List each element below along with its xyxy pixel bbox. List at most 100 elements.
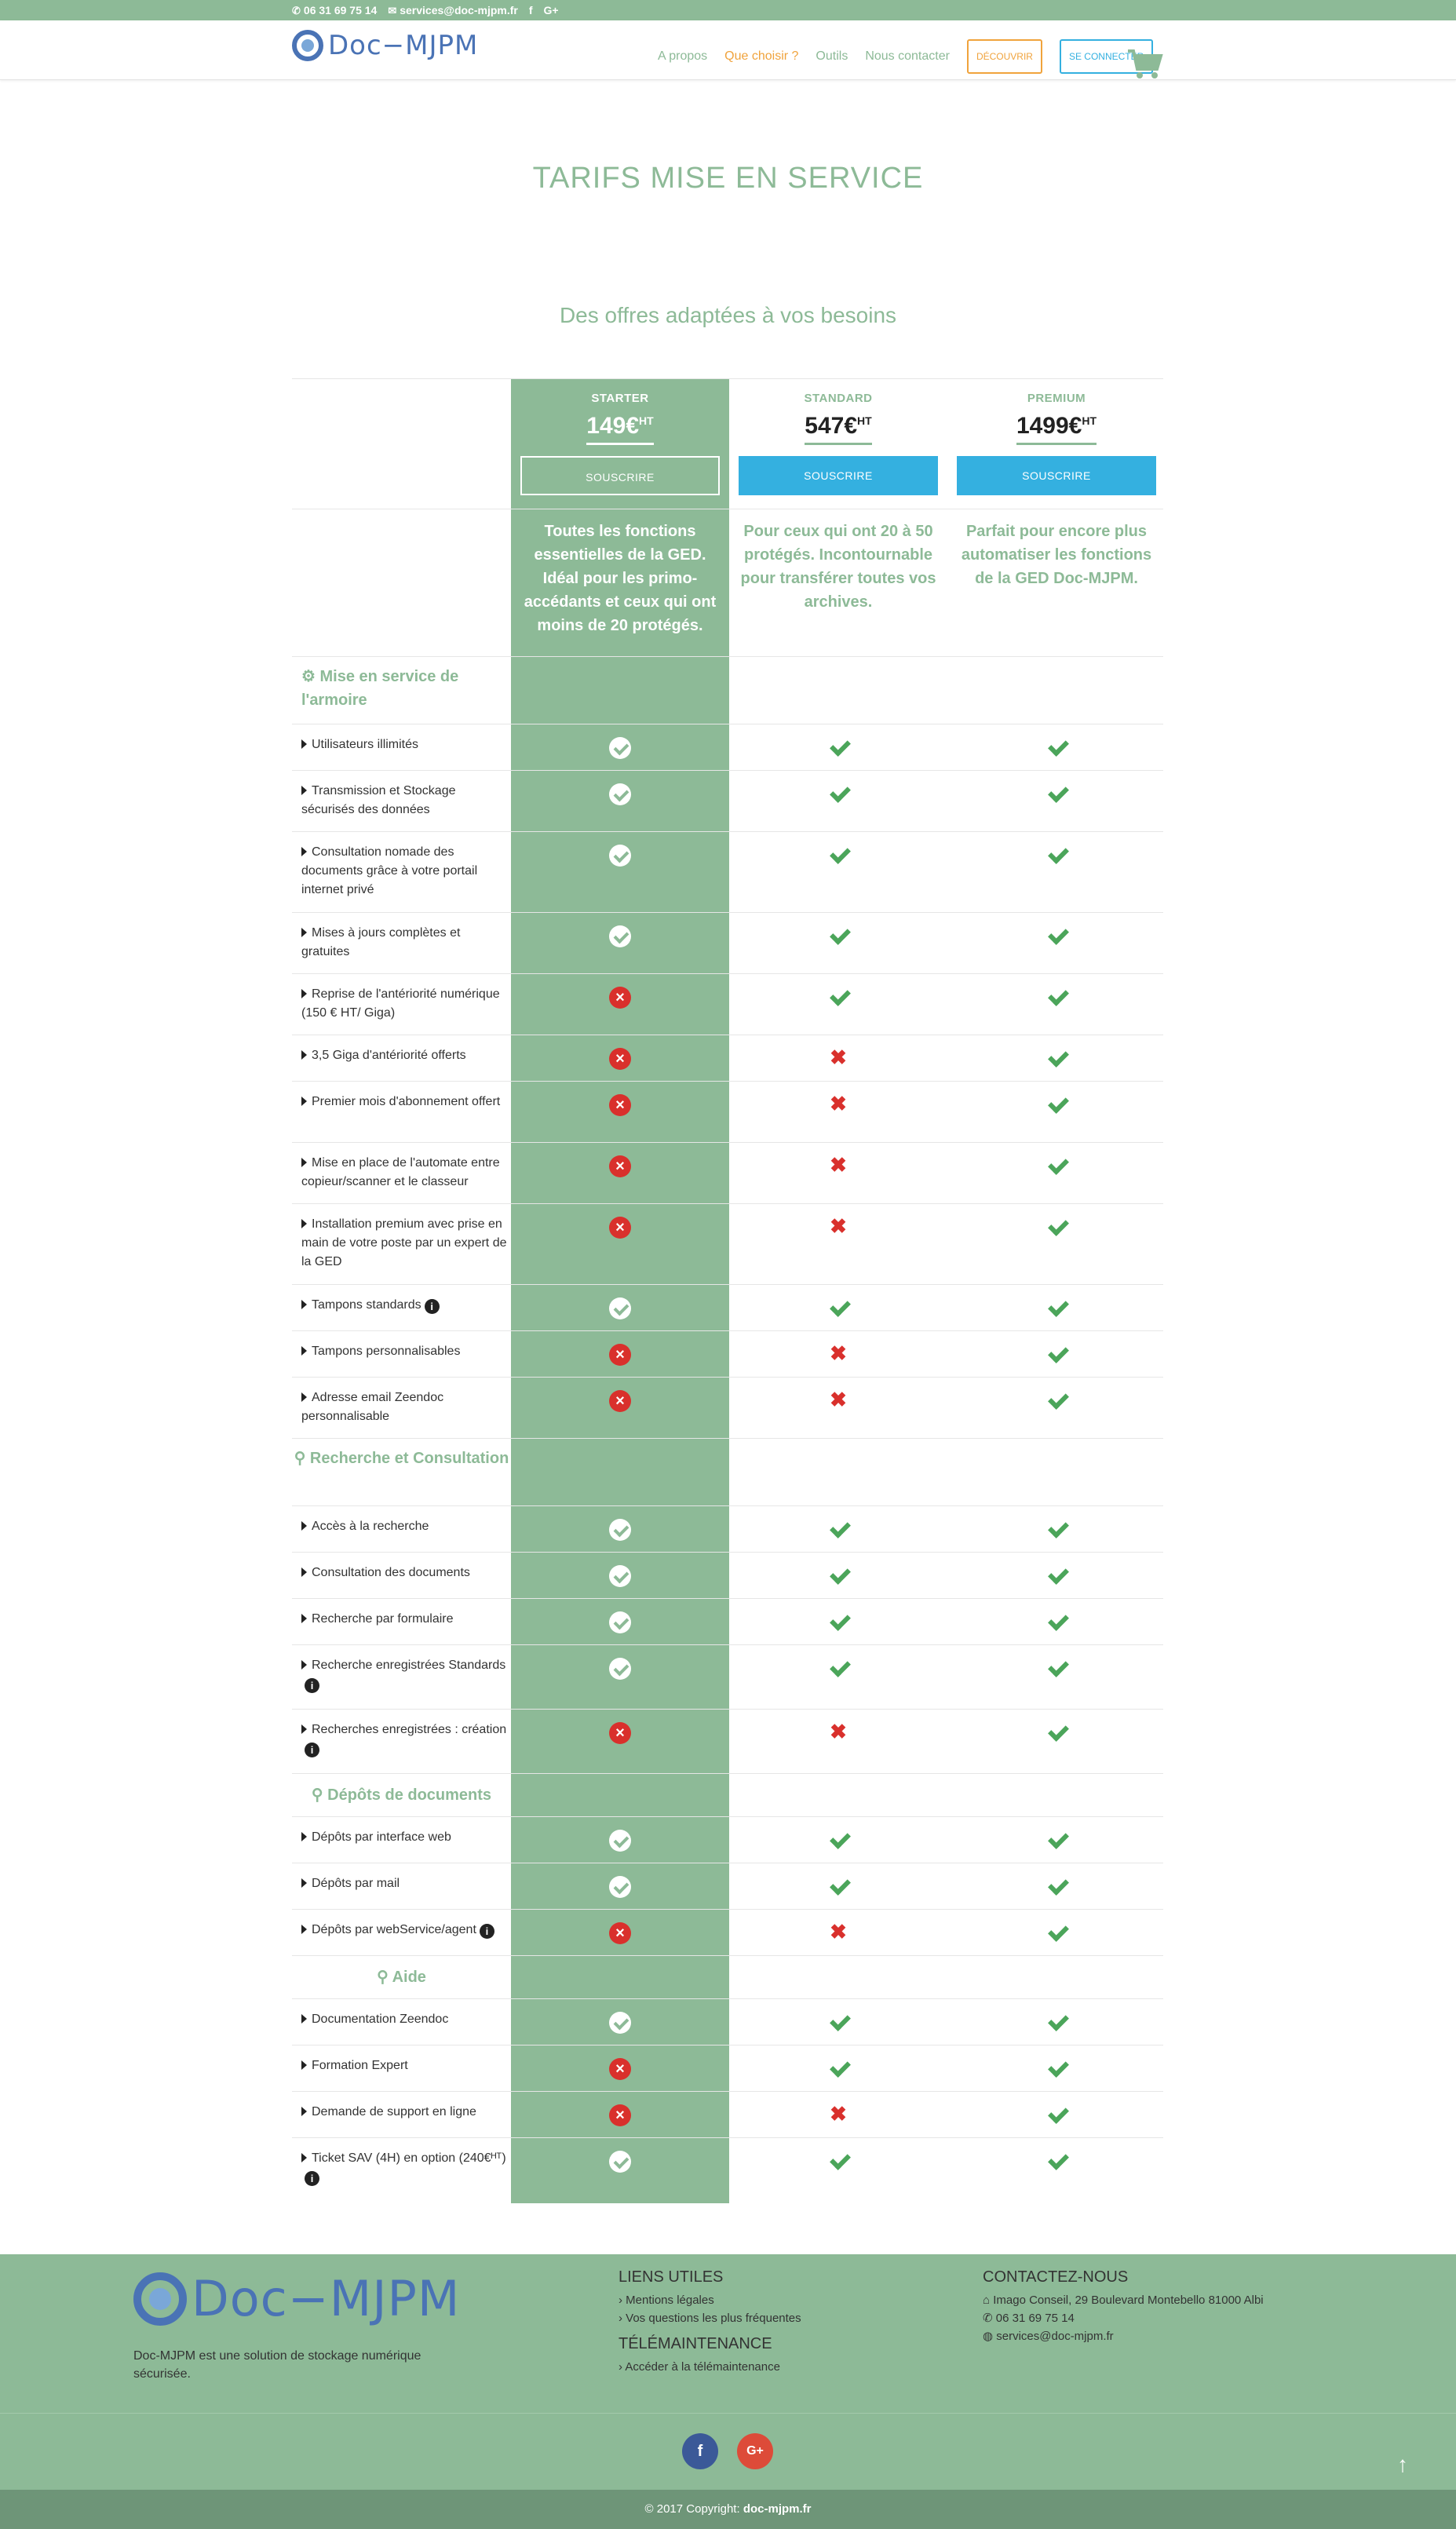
feature-cell: × [511,1344,729,1366]
cart-icon[interactable] [1127,49,1163,80]
info-icon[interactable]: i [305,1743,319,1757]
feature-cell [511,2012,729,2038]
google-plus-icon[interactable]: G+ [543,4,559,16]
feature-cell [947,1297,1166,1320]
feature-cell [729,845,947,867]
feature-row: Recherche enregistrées Standardsi [292,1644,1163,1709]
feature-row: Reprise de l'antériorité numérique (150 … [292,973,1163,1035]
times-circle-icon: × [609,1048,631,1070]
feature-label[interactable]: Premier mois d'abonnement offert [301,1093,507,1111]
subscribe-standard-button[interactable]: SOUSCRIRE [739,456,938,495]
google-plus-icon[interactable]: G+ [737,2433,773,2469]
caret-right-icon [301,1614,307,1623]
nav-outils[interactable]: Outils [816,49,848,63]
copyright-link[interactable]: doc-mjpm.fr [743,2502,812,2516]
email-contact[interactable]: ✉ services@doc-mjpm.fr [388,4,518,17]
nav-que-choisir[interactable]: Que choisir ? [724,49,799,63]
plan-price: 547€HT [805,413,872,445]
envelope-icon: ✉ [388,4,397,16]
feature-label[interactable]: Mises à jours complètes et gratuites [301,926,461,958]
times-circle-icon: × [609,1722,631,1744]
info-icon[interactable]: i [424,1299,440,1314]
check-icon [828,1519,848,1538]
times-circle-icon: × [609,1155,631,1177]
feature-label[interactable]: Demande de support en ligne [301,2103,507,2122]
nav-contact[interactable]: Nous contacter [865,49,950,63]
feature-label[interactable]: 3,5 Giga d'antériorité offerts [301,1046,507,1065]
check-circle-icon [609,1519,631,1541]
plan-price: 149€HT [586,413,654,445]
feature-label[interactable]: Ticket SAV (4H) en option (240€ᴴᵀ)i [301,2149,507,2187]
feature-cell [511,1565,729,1591]
phone-text: 06 31 69 75 14 [303,3,378,16]
footer-email[interactable]: ◍ services@doc-mjpm.fr [983,2330,1114,2343]
feature-label[interactable]: Consultation nomade des documents grâce … [301,845,478,896]
logo[interactable]: Doc−MJPM [292,30,478,61]
info-icon[interactable]: i [305,2171,319,2186]
caret-right-icon [301,1392,307,1402]
feature-label[interactable]: Dépôts par webService/agent i [301,1921,507,1940]
footer-logo[interactable]: Doc−MJPM [133,2270,460,2327]
nav-apropos[interactable]: A propos [658,49,708,63]
feature-label[interactable]: Utilisateurs illimités [301,735,507,754]
check-circle-icon [609,783,631,805]
caret-right-icon [301,2107,307,2116]
caret-right-icon [301,2153,307,2162]
feature-cell [729,1876,947,1899]
phone-contact[interactable]: ✆ 06 31 69 75 14 [292,4,377,17]
link-faq[interactable]: › Vos questions les plus fréquentes [619,2312,801,2325]
check-icon [1046,1519,1067,1538]
feature-label[interactable]: Recherches enregistrées : créationi [301,1721,507,1758]
facebook-icon[interactable]: f [528,4,533,16]
feature-cell: × [511,1922,729,1944]
check-icon [1046,1217,1067,1235]
subscribe-premium-button[interactable]: SOUSCRIRE [957,456,1156,495]
feature-label[interactable]: Documentation Zeendoc [301,2010,507,2029]
feature-label[interactable]: Adresse email Zeendoc personnalisable [301,1391,444,1423]
check-icon [1046,1876,1067,1895]
feature-row: Dépôts par mail [292,1863,1163,1909]
feature-label[interactable]: Accès à la recherche [301,1517,507,1536]
check-circle-icon [609,1611,631,1633]
check-icon [1046,987,1067,1005]
plan-premium-description: Parfait pour encore plus automatiser les… [961,523,1152,587]
feature-row: Adresse email Zeendoc personnalisable × ✖ [292,1377,1163,1438]
subscribe-starter-button[interactable]: SOUSCRIRE [520,456,720,495]
search-icon: ⚲ [311,1786,328,1804]
info-icon[interactable]: i [479,1924,494,1939]
discover-button[interactable]: DÉCOUVRIR [966,39,1042,74]
caret-right-icon [301,847,307,856]
feature-label[interactable]: Tampons standards i [301,1296,507,1315]
feature-cell [947,1565,1166,1588]
feature-cell: ✖ [729,1921,947,1943]
times-circle-icon: × [609,1344,631,1366]
feature-label[interactable]: Transmission et Stockage sécurisés des d… [301,784,456,816]
info-icon[interactable]: i [305,1678,319,1693]
feature-label[interactable]: Reprise de l'antériorité numérique (150 … [301,987,500,1020]
search-icon: ⚲ [377,1969,392,1986]
feature-label[interactable]: Recherche enregistrées Standardsi [301,1656,507,1694]
footer-phone[interactable]: ✆ 06 31 69 75 14 [983,2312,1075,2325]
section-header: ⚲ Dépôts de documents [292,1773,1163,1816]
link-mentions-legales[interactable]: › Mentions légales [619,2294,714,2307]
feature-label[interactable]: Dépôts par interface web [301,1828,507,1847]
feature-label[interactable]: Mise en place de l'automate entre copieu… [301,1156,500,1188]
feature-label[interactable]: Consultation des documents [301,1564,507,1582]
feature-label[interactable]: Installation premium avec prise en main … [301,1217,507,1268]
feature-cell [947,2058,1166,2081]
arrow-up-icon[interactable]: ↑ [1397,2452,1408,2476]
footer-contact-title: CONTACTEZ-NOUS [983,2268,1129,2286]
feature-label[interactable]: Tampons personnalisables [301,1342,507,1361]
feature-label[interactable]: Formation Expert [301,2056,507,2075]
feature-cell: × [511,1390,729,1412]
feature-label[interactable]: Dépôts par mail [301,1874,507,1893]
feature-label[interactable]: Recherche par formulaire [301,1610,507,1629]
page-subtitle: Des offres adaptées à vos besoins [559,303,897,327]
feature-row: Dépôts par interface web [292,1816,1163,1863]
link-telemaintenance[interactable]: › Accéder à la télémaintenance [619,2360,780,2374]
check-circle-icon [609,1830,631,1852]
footer-links: LIENS UTILES › Mentions légales › Vos qu… [619,2268,801,2376]
facebook-icon[interactable]: f [682,2433,718,2469]
caret-right-icon [301,1300,307,1309]
caret-right-icon [301,989,307,998]
